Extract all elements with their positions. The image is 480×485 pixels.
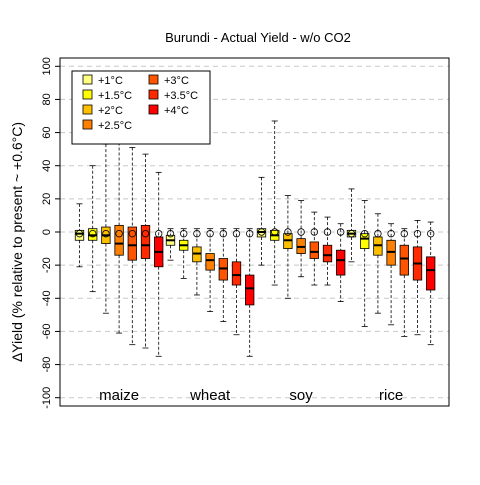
legend-swatch bbox=[82, 74, 93, 85]
group-labels: maize wheat soy rice bbox=[99, 387, 403, 404]
legend-swatch bbox=[82, 119, 93, 130]
box bbox=[140, 224, 151, 259]
mean-marker bbox=[245, 229, 254, 238]
mean-marker bbox=[206, 229, 214, 238]
grid-lines bbox=[60, 65, 449, 399]
mean-marker bbox=[284, 228, 292, 236]
legend-swatch bbox=[82, 104, 93, 115]
mean-marker bbox=[179, 229, 188, 238]
y-tick-label: -60 bbox=[41, 323, 53, 339]
mean-marker bbox=[271, 228, 279, 236]
mean-marker bbox=[361, 229, 369, 238]
legend-label: +1°C bbox=[98, 75, 123, 87]
box bbox=[127, 226, 137, 261]
mean-marker bbox=[323, 228, 332, 236]
box bbox=[426, 256, 436, 291]
legend-label: +3°C bbox=[164, 75, 189, 87]
mean-marker bbox=[115, 229, 123, 238]
mean-marker bbox=[413, 229, 422, 238]
legend-label: +4°C bbox=[164, 105, 189, 117]
mean-marker bbox=[141, 229, 150, 238]
mean-marker bbox=[193, 229, 201, 238]
mean-marker bbox=[400, 229, 408, 238]
mean-marker bbox=[219, 229, 227, 238]
mean-marker bbox=[387, 229, 395, 238]
legend-label: +1.5°C bbox=[98, 90, 132, 102]
mean-marker bbox=[166, 229, 175, 238]
group-label-rice: rice bbox=[379, 387, 403, 404]
y-axis: 100 80 60 40 20 0 -20 -40 -60 -80 -100 bbox=[41, 57, 450, 409]
group-label-soy: soy bbox=[289, 387, 313, 404]
box-group-rice bbox=[346, 188, 436, 346]
legend-box bbox=[71, 70, 211, 145]
box bbox=[309, 241, 319, 259]
mean-marker bbox=[102, 229, 110, 238]
group-label-maize: maize bbox=[99, 387, 139, 404]
box bbox=[336, 249, 346, 276]
plot-area bbox=[74, 120, 436, 357]
box bbox=[205, 253, 215, 271]
mean-marker bbox=[257, 228, 266, 236]
box-group-wheat bbox=[165, 228, 255, 357]
y-tick-label: -80 bbox=[41, 357, 53, 373]
legend-swatch bbox=[148, 104, 159, 115]
group-label-wheat: wheat bbox=[189, 387, 231, 404]
y-tick-label: 80 bbox=[41, 93, 53, 105]
box-group-maize bbox=[74, 142, 164, 357]
y-axis-label: ΔYield (% relative to present ~ +0.6°C) bbox=[9, 122, 25, 362]
mean-marker bbox=[427, 229, 435, 238]
box-group-soy bbox=[256, 120, 346, 303]
y-tick-label: -40 bbox=[41, 290, 53, 306]
mean-marker bbox=[154, 229, 163, 238]
mean-marker bbox=[88, 229, 97, 238]
mean-marker bbox=[75, 229, 84, 238]
y-tick-label: -20 bbox=[41, 257, 53, 273]
y-tick-label: -100 bbox=[41, 387, 53, 409]
y-tick-label: 60 bbox=[41, 126, 53, 138]
y-tick-label: 0 bbox=[41, 229, 53, 235]
mean-marker bbox=[347, 229, 356, 238]
legend: +1°C +1.5°C +2°C +2.5°C +3°C +3.5°C +4°C bbox=[71, 70, 211, 145]
chart-title: Burundi - Actual Yield - w/o CO2 bbox=[165, 30, 351, 45]
box bbox=[399, 244, 409, 276]
box bbox=[114, 224, 124, 256]
y-tick-label: 20 bbox=[41, 193, 53, 205]
mean-marker bbox=[128, 229, 136, 238]
mean-marker bbox=[232, 229, 241, 238]
mean-marker bbox=[374, 229, 382, 238]
box bbox=[231, 261, 242, 286]
legend-label: +2°C bbox=[98, 105, 123, 117]
legend-label: +2.5°C bbox=[98, 120, 132, 132]
mean-marker bbox=[310, 228, 318, 236]
box bbox=[245, 274, 255, 306]
mean-marker bbox=[297, 228, 305, 236]
legend-label: +3.5°C bbox=[164, 90, 198, 102]
box bbox=[360, 233, 370, 249]
mean-marker bbox=[337, 228, 345, 236]
legend-swatch bbox=[82, 89, 93, 100]
legend-swatch bbox=[148, 89, 159, 100]
box bbox=[322, 244, 333, 263]
legend-swatch bbox=[148, 74, 159, 85]
y-tick-label: 100 bbox=[41, 57, 53, 75]
y-tick-label: 40 bbox=[41, 160, 53, 172]
